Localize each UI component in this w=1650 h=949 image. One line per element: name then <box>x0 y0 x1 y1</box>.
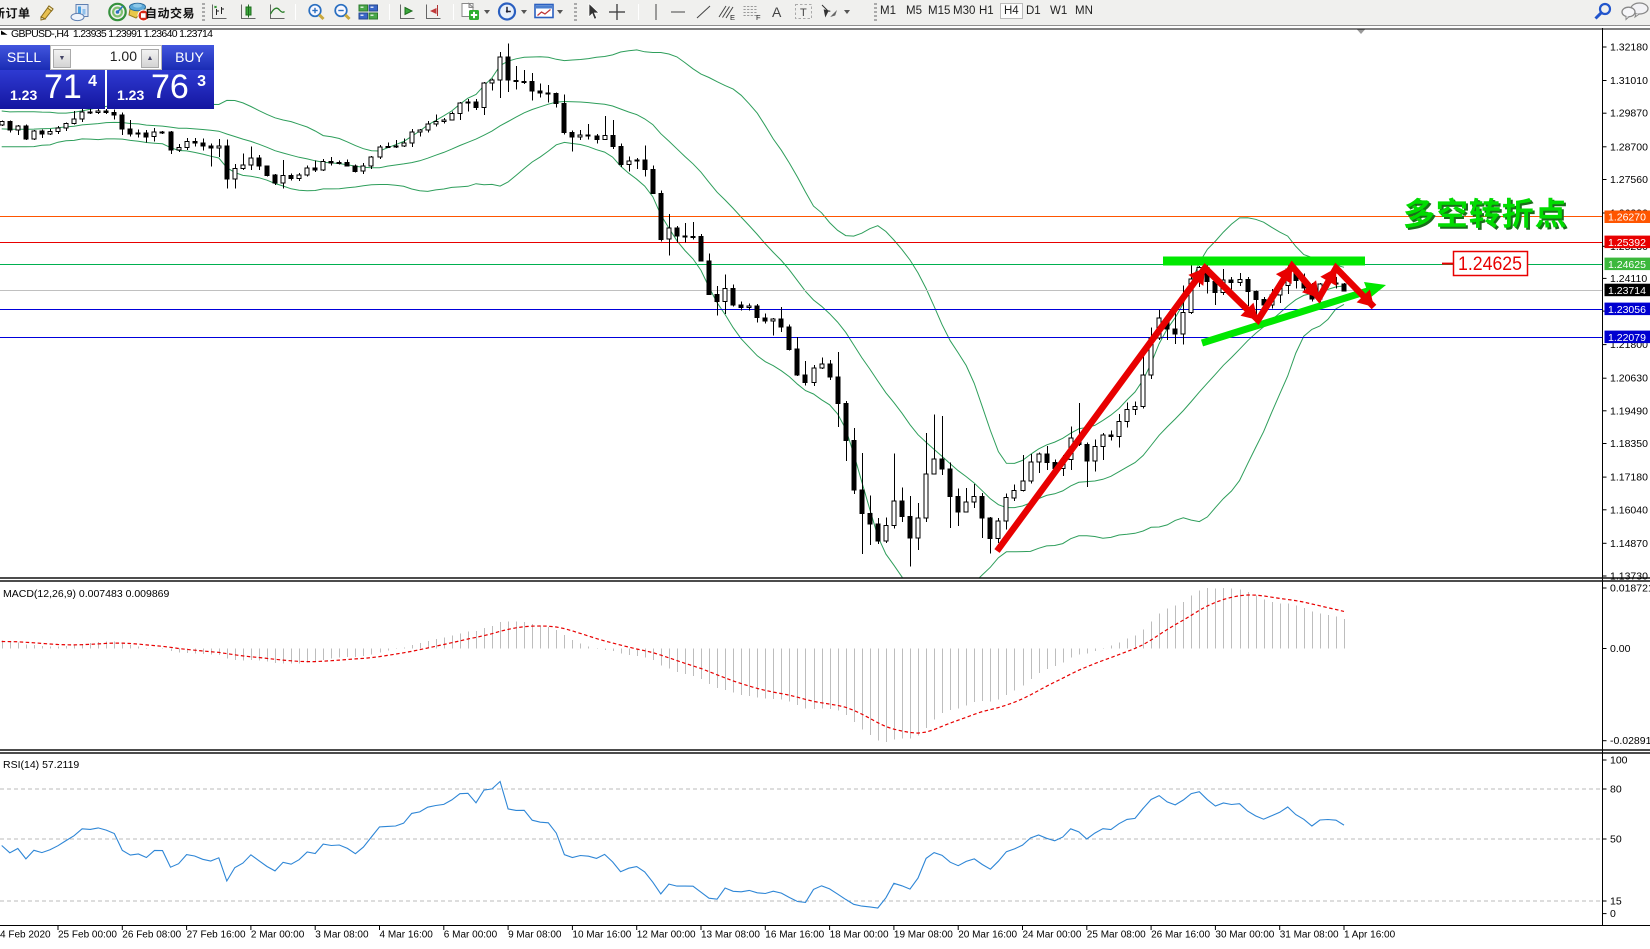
svg-text:1.32180: 1.32180 <box>1610 42 1648 54</box>
svg-text:1.16040: 1.16040 <box>1610 504 1648 516</box>
svg-text:27 Feb 16:00: 27 Feb 16:00 <box>187 930 246 941</box>
svg-text:1.29870: 1.29870 <box>1610 108 1648 120</box>
svg-text:1 Apr 16:00: 1 Apr 16:00 <box>1344 930 1396 941</box>
svg-text:31 Mar 08:00: 31 Mar 08:00 <box>1280 930 1339 941</box>
svg-text:1.28700: 1.28700 <box>1610 141 1648 153</box>
svg-text:E: E <box>730 13 735 22</box>
svg-text:1.24625: 1.24625 <box>1458 254 1522 275</box>
svg-text:12 Mar 00:00: 12 Mar 00:00 <box>637 930 696 941</box>
svg-text:50: 50 <box>1610 834 1622 846</box>
svg-text:1.22079: 1.22079 <box>1608 332 1646 344</box>
svg-text:1.31010: 1.31010 <box>1610 75 1648 87</box>
svg-text:15: 15 <box>1610 896 1622 908</box>
svg-text:10 Mar 16:00: 10 Mar 16:00 <box>572 930 631 941</box>
svg-text:26 Feb 08:00: 26 Feb 08:00 <box>122 930 181 941</box>
svg-text:GBPUSD-,H4 1.23935 1.23991 1.: GBPUSD-,H4 1.23935 1.23991 1.23640 1.237… <box>11 28 213 40</box>
svg-text:25 Mar 08:00: 25 Mar 08:00 <box>1087 930 1146 941</box>
svg-text:1.27560: 1.27560 <box>1610 174 1648 186</box>
svg-text:1.26270: 1.26270 <box>1608 212 1646 224</box>
svg-text:0.018721: 0.018721 <box>1610 583 1650 595</box>
svg-text:-0.028913: -0.028913 <box>1610 735 1650 747</box>
svg-text:100: 100 <box>1610 755 1628 767</box>
svg-text:1.13730: 1.13730 <box>1610 571 1648 583</box>
svg-text:1.23714: 1.23714 <box>1608 285 1646 297</box>
svg-text:26 Mar 16:00: 26 Mar 16:00 <box>1151 930 1210 941</box>
svg-text:13 Mar 08:00: 13 Mar 08:00 <box>701 930 760 941</box>
svg-text:30 Mar 00:00: 30 Mar 00:00 <box>1215 930 1274 941</box>
svg-text:25 Feb 00:00: 25 Feb 00:00 <box>58 930 117 941</box>
svg-text:3 Mar 08:00: 3 Mar 08:00 <box>315 930 369 941</box>
svg-text:1.17180: 1.17180 <box>1610 472 1648 484</box>
svg-text:0: 0 <box>1610 908 1616 920</box>
svg-text:1.25392: 1.25392 <box>1608 237 1646 249</box>
svg-text:4 Mar 16:00: 4 Mar 16:00 <box>380 930 434 941</box>
svg-text:RSI(14) 57.2119: RSI(14) 57.2119 <box>3 759 79 771</box>
svg-text:1.24110: 1.24110 <box>1610 273 1647 285</box>
svg-text:1.20630: 1.20630 <box>1610 373 1648 385</box>
svg-text:A: A <box>772 4 782 20</box>
svg-text:2 Mar 00:00: 2 Mar 00:00 <box>251 930 305 941</box>
svg-text:20 Mar 16:00: 20 Mar 16:00 <box>958 930 1017 941</box>
svg-text:19 Mar 08:00: 19 Mar 08:00 <box>894 930 953 941</box>
svg-text:18 Mar 00:00: 18 Mar 00:00 <box>830 930 889 941</box>
svg-text:24 Mar 00:00: 24 Mar 00:00 <box>1023 930 1082 941</box>
svg-text:MACD(12,26,9) 0.007483 0.00986: MACD(12,26,9) 0.007483 0.009869 <box>3 588 170 600</box>
svg-text:6 Mar 00:00: 6 Mar 00:00 <box>444 930 498 941</box>
svg-text:F: F <box>756 13 761 22</box>
svg-text:T: T <box>800 7 807 19</box>
svg-text:80: 80 <box>1610 784 1622 796</box>
svg-text:1.14870: 1.14870 <box>1610 538 1648 550</box>
svg-text:1.23056: 1.23056 <box>1608 304 1646 316</box>
svg-text:0.00: 0.00 <box>1610 643 1631 655</box>
svg-text:1.18350: 1.18350 <box>1610 438 1648 450</box>
svg-text:1.19490: 1.19490 <box>1610 405 1648 417</box>
svg-text:16 Mar 16:00: 16 Mar 16:00 <box>765 930 824 941</box>
svg-text:1.24625: 1.24625 <box>1608 259 1646 271</box>
svg-text:9 Mar 08:00: 9 Mar 08:00 <box>508 930 562 941</box>
svg-text:4 Feb 2020: 4 Feb 2020 <box>0 930 51 941</box>
